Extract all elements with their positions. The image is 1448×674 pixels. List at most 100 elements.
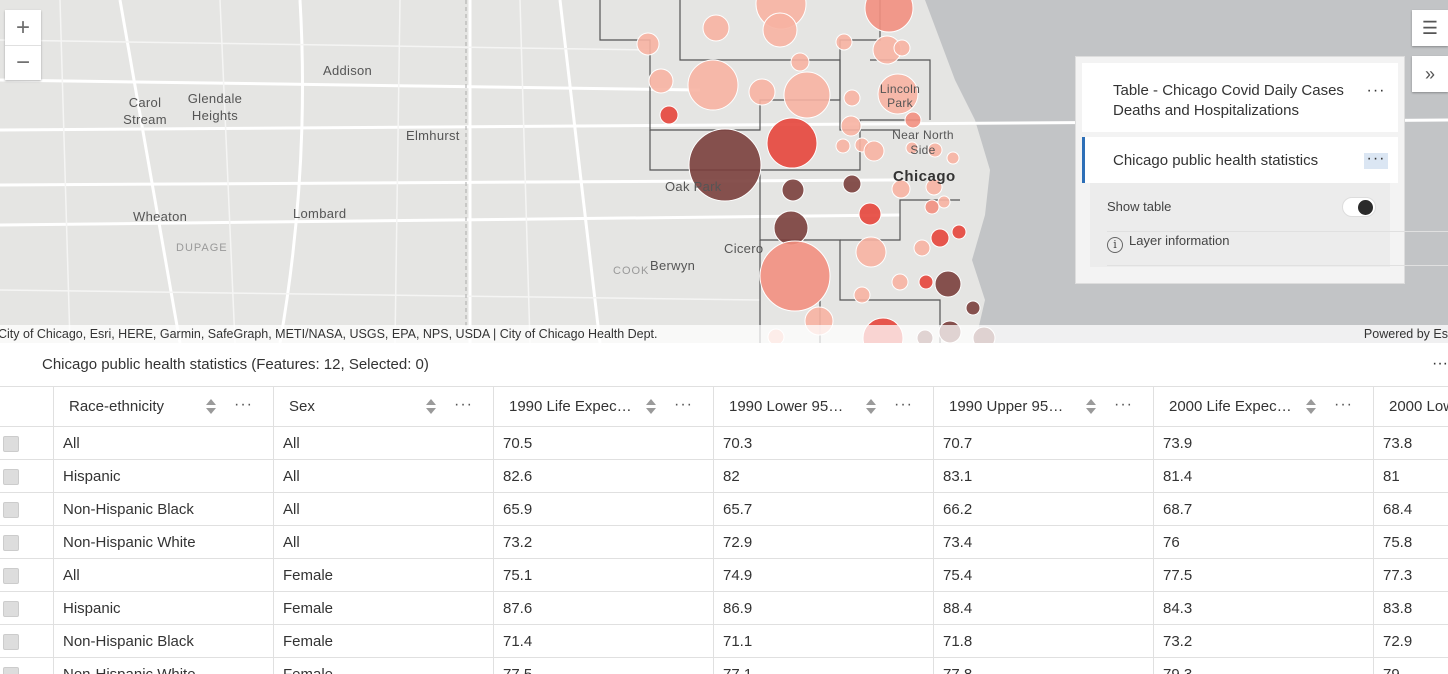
- covid-bubble-marker[interactable]: [918, 274, 934, 290]
- layer-options-button[interactable]: ···: [1364, 151, 1388, 169]
- table-cell: 65.7: [714, 493, 934, 525]
- row-checkbox[interactable]: [3, 469, 19, 485]
- row-checkbox[interactable]: [3, 436, 19, 452]
- table-cell: Non-Hispanic Black: [54, 493, 274, 525]
- covid-bubble-marker[interactable]: [687, 59, 739, 111]
- covid-bubble-marker[interactable]: [843, 89, 861, 107]
- covid-bubble-marker[interactable]: [853, 286, 871, 304]
- table-cell: 65.9: [494, 493, 714, 525]
- column-menu-icon[interactable]: ···: [674, 396, 693, 413]
- covid-bubble-marker[interactable]: [905, 141, 919, 155]
- column-menu-icon[interactable]: ···: [234, 396, 253, 413]
- column-menu-icon[interactable]: ···: [454, 396, 473, 413]
- sort-icon[interactable]: [1086, 399, 1096, 415]
- column-header[interactable]: 2000 Life Expec… ···: [1154, 387, 1374, 426]
- column-header[interactable]: 1990 Life Expec… ···: [494, 387, 714, 426]
- row-checkbox[interactable]: [3, 634, 19, 650]
- table-row[interactable]: All Female 75.1 74.9 75.4 77.5 77.3: [0, 559, 1448, 592]
- row-checkbox[interactable]: [3, 601, 19, 617]
- column-menu-icon[interactable]: ···: [1114, 396, 1133, 413]
- covid-bubble-marker[interactable]: [891, 179, 911, 199]
- map-view[interactable]: Addison Carol Stream Glendale Heights El…: [0, 0, 1448, 343]
- covid-bubble-marker[interactable]: [858, 202, 882, 226]
- table-cell: 88.4: [934, 592, 1154, 624]
- table-row[interactable]: All All 70.5 70.3 70.7 73.9 73.8: [0, 427, 1448, 460]
- covid-bubble-marker[interactable]: [702, 14, 730, 42]
- sort-icon[interactable]: [866, 399, 876, 415]
- table-row[interactable]: Non-Hispanic WhiteFemale77.577.177.879.3…: [0, 658, 1448, 674]
- row-checkbox[interactable]: [3, 502, 19, 518]
- covid-bubble-marker[interactable]: [773, 210, 809, 246]
- covid-bubble-marker[interactable]: [930, 228, 950, 248]
- row-checkbox[interactable]: [3, 667, 19, 674]
- covid-bubble-marker[interactable]: [835, 138, 851, 154]
- covid-bubble-marker[interactable]: [790, 52, 810, 72]
- table-cell: All: [54, 559, 274, 591]
- show-table-toggle[interactable]: [1342, 197, 1376, 217]
- covid-bubble-marker[interactable]: [924, 199, 940, 215]
- covid-bubble-marker[interactable]: [891, 273, 909, 291]
- sort-icon[interactable]: [206, 399, 216, 415]
- covid-bubble-marker[interactable]: [864, 0, 914, 33]
- covid-bubble-marker[interactable]: [934, 270, 962, 298]
- layer-item-public-health[interactable]: Chicago public health statistics ···: [1082, 137, 1398, 183]
- covid-bubble-marker[interactable]: [636, 32, 660, 56]
- table-row[interactable]: Non-Hispanic Black All 65.9 65.7 66.2 68.7 68.…: [0, 493, 1448, 526]
- covid-bubble-marker[interactable]: [659, 105, 679, 125]
- covid-bubble-marker[interactable]: [877, 73, 919, 115]
- sort-icon[interactable]: [426, 399, 436, 415]
- row-checkbox[interactable]: [3, 568, 19, 584]
- covid-bubbles-layer[interactable]: [0, 0, 1448, 343]
- covid-bubble-marker[interactable]: [842, 174, 862, 194]
- column-header[interactable]: 1990 Lower 95… ···: [714, 387, 934, 426]
- table-row[interactable]: Non-Hispanic White All 73.2 72.9 73.4 76 75.8: [0, 526, 1448, 559]
- zoom-out-button[interactable]: −: [5, 45, 41, 80]
- column-menu-icon[interactable]: ···: [894, 396, 913, 413]
- row-checkbox[interactable]: [3, 535, 19, 551]
- covid-bubble-marker[interactable]: [927, 142, 943, 158]
- covid-bubble-marker[interactable]: [913, 239, 931, 257]
- covid-bubble-marker[interactable]: [946, 151, 960, 165]
- sort-icon[interactable]: [1306, 399, 1316, 415]
- zoom-in-button[interactable]: +: [15, 13, 30, 41]
- collapse-panel-button[interactable]: »: [1412, 56, 1448, 92]
- column-menu-icon[interactable]: ···: [1334, 396, 1353, 413]
- covid-bubble-marker[interactable]: [904, 111, 922, 129]
- covid-bubble-marker[interactable]: [965, 300, 981, 316]
- covid-bubble-marker[interactable]: [648, 68, 674, 94]
- column-header-label: 1990 Lower 95…: [729, 398, 844, 415]
- covid-bubble-marker[interactable]: [925, 178, 943, 196]
- layer-list-panel: Table - Chicago Covid Daily Cases Deaths…: [1075, 56, 1448, 284]
- table-cell: 73.8: [1374, 427, 1448, 459]
- covid-bubble-marker[interactable]: [835, 33, 853, 51]
- layer-options-button[interactable]: ···: [1366, 82, 1386, 99]
- column-header-label: Race-ethnicity: [69, 398, 165, 415]
- covid-bubble-marker[interactable]: [840, 115, 862, 137]
- covid-bubble-marker[interactable]: [762, 12, 798, 48]
- table-row[interactable]: Hispanic All 82.6 82 83.1 81.4 81: [0, 460, 1448, 493]
- covid-bubble-marker[interactable]: [937, 195, 951, 209]
- covid-bubble-marker[interactable]: [766, 117, 818, 169]
- covid-bubble-marker[interactable]: [688, 128, 762, 202]
- covid-bubble-marker[interactable]: [855, 236, 887, 268]
- table-row[interactable]: Non-Hispanic Black Female 71.4 71.1 71.8 73.2…: [0, 625, 1448, 658]
- powered-by-esri[interactable]: Powered by Es: [1363, 327, 1448, 341]
- covid-bubble-marker[interactable]: [951, 224, 967, 240]
- covid-bubble-marker[interactable]: [893, 39, 911, 57]
- table-options-button[interactable]: ···: [1432, 355, 1448, 372]
- table-row[interactable]: Hispanic Female 87.6 86.9 88.4 84.3 83.8: [0, 592, 1448, 625]
- column-header[interactable]: Sex ···: [274, 387, 494, 426]
- covid-bubble-marker[interactable]: [863, 140, 885, 162]
- layer-item-covid-table[interactable]: Table - Chicago Covid Daily Cases Deaths…: [1082, 63, 1398, 132]
- sort-icon[interactable]: [646, 399, 656, 415]
- column-header[interactable]: 2000 Low: [1374, 387, 1448, 426]
- layer-list-toggle-button[interactable]: ☰: [1412, 10, 1448, 46]
- covid-bubble-marker[interactable]: [783, 71, 831, 119]
- column-header[interactable]: Race-ethnicity ···: [54, 387, 274, 426]
- covid-bubble-marker[interactable]: [781, 178, 805, 202]
- covid-bubble-marker[interactable]: [759, 240, 831, 312]
- layer-information-link[interactable]: i Layer information: [1107, 233, 1448, 266]
- covid-bubble-marker[interactable]: [748, 78, 776, 106]
- column-header[interactable]: 1990 Upper 95… ···: [934, 387, 1154, 426]
- show-table-label: Show table: [1107, 199, 1448, 232]
